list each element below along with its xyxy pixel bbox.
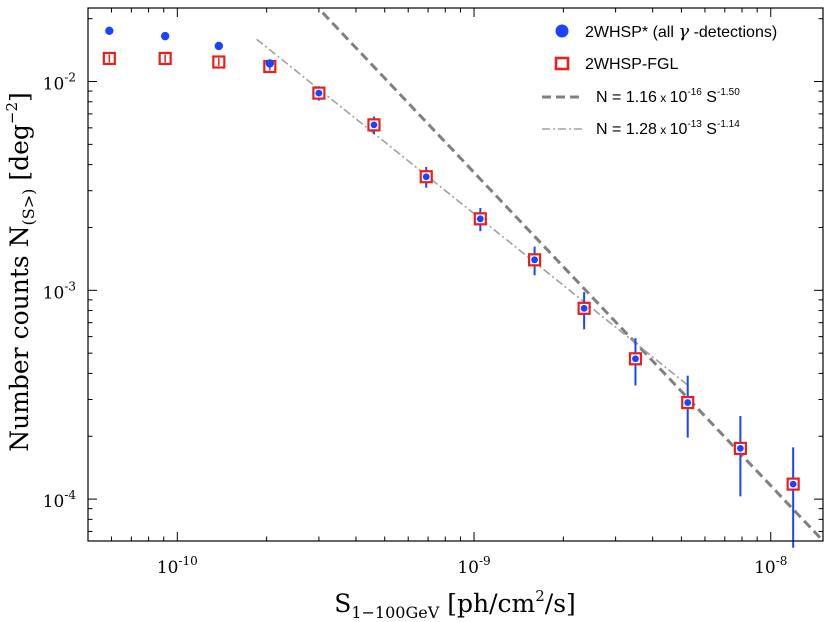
y-tick-label-1e-4: 10-4 — [43, 488, 77, 512]
point-2whsp-all — [422, 173, 430, 181]
fit-line-shallow-dashdot — [256, 38, 690, 387]
legend: 2WHSP* (all γ -detections) 2WHSP-FGL N =… — [542, 21, 777, 138]
point-2whsp-all — [736, 444, 744, 452]
legend-label-fit-1: N = 1.16 x 10-16 S-1.50 — [596, 87, 740, 106]
point-2whsp-all — [370, 121, 378, 129]
legend-label-2whsp-fgl: 2WHSP-FGL — [585, 56, 678, 73]
point-2whsp-all — [476, 215, 484, 223]
x-axis-label: S1−100GeV [ph/cm2/s] — [334, 587, 576, 622]
legend-label-fit-2: N = 1.28 x 10-13 S-1.14 — [596, 119, 740, 138]
point-2whsp-all — [105, 26, 114, 35]
point-2whsp-all — [684, 399, 692, 406]
point-2whsp-all — [632, 355, 639, 363]
legend-marker-square — [554, 56, 570, 71]
y-axis-label: Number counts N(S>) [deg−2] — [3, 92, 38, 452]
x-tick-label-1e-10: 10-10 — [157, 554, 198, 578]
legend-label-2whsp-all: 2WHSP* (all γ -detections) — [585, 21, 777, 42]
y-tick-label-1e-3: 10-3 — [43, 279, 76, 303]
point-2whsp-all — [315, 89, 323, 97]
point-2whsp-all — [214, 41, 224, 51]
y-tick-label-1e-2: 10-2 — [43, 71, 76, 95]
plot-frame — [87, 7, 824, 542]
point-2whsp-all — [531, 256, 539, 264]
x-tick-label-1e-9: 10-9 — [457, 554, 490, 578]
x-tick-label-1e-8: 10-8 — [754, 554, 787, 578]
axis-ticks — [87, 8, 823, 541]
point-2whsp-all — [580, 304, 588, 312]
point-2whsp-all — [265, 59, 275, 68]
data-points — [102, 26, 800, 548]
tick-labels: 10-10 10-9 10-8 10-4 10-3 10-2 — [43, 71, 788, 578]
point-2whsp-all — [160, 31, 170, 41]
point-2whsp-all — [789, 480, 797, 488]
legend-marker-circle — [555, 24, 569, 38]
